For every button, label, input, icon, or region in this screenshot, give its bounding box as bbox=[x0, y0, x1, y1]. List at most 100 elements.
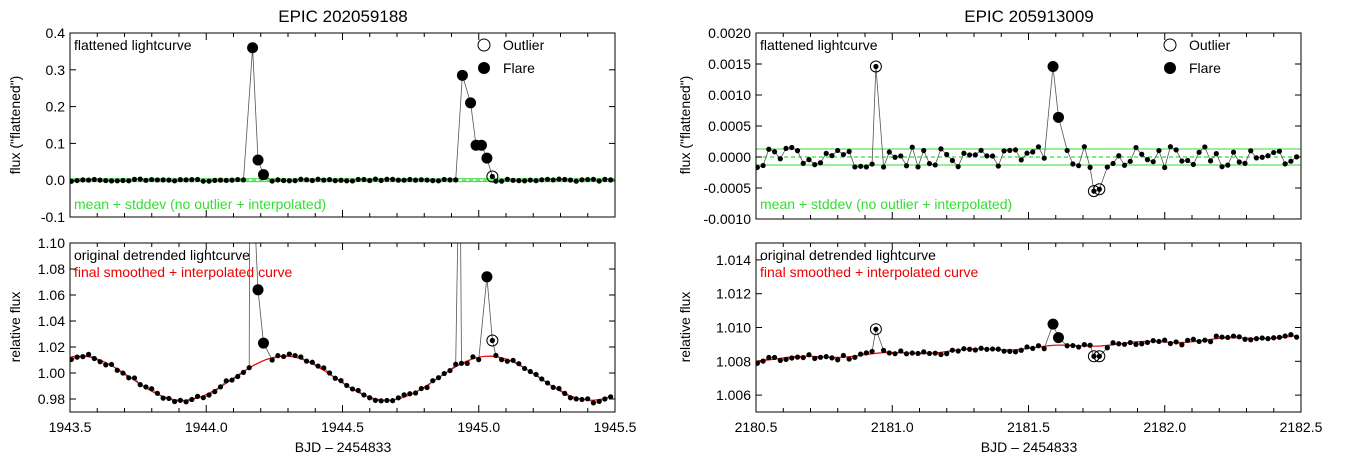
data-point bbox=[103, 177, 109, 184]
data-point bbox=[1139, 341, 1145, 347]
data-point bbox=[149, 176, 155, 183]
data-point bbox=[1179, 158, 1185, 164]
data-point bbox=[521, 365, 528, 372]
data-point bbox=[1104, 164, 1110, 170]
detrended-lightcurve-line bbox=[757, 322, 1297, 364]
plot-area-left-top: -0.1 0.0 0.1 0.2 0.3 0.4 bbox=[41, 25, 616, 225]
flare-point bbox=[1047, 60, 1059, 72]
data-point bbox=[476, 357, 482, 363]
data-point bbox=[418, 385, 424, 392]
data-point bbox=[1150, 338, 1156, 344]
data-point bbox=[97, 359, 103, 365]
outlier-point-dot bbox=[489, 173, 495, 180]
data-point bbox=[418, 177, 424, 183]
flare-point bbox=[481, 271, 493, 283]
data-point bbox=[590, 400, 597, 406]
data-point bbox=[1121, 162, 1128, 168]
y-tick-label: 0.0020 bbox=[708, 25, 751, 41]
data-point bbox=[499, 178, 505, 184]
data-point bbox=[1133, 144, 1139, 151]
data-point bbox=[315, 176, 321, 182]
data-point bbox=[458, 360, 465, 366]
data-point bbox=[579, 396, 585, 403]
data-point bbox=[1225, 334, 1231, 341]
legend-flare-label-right: Flare bbox=[1189, 60, 1221, 76]
data-point bbox=[1242, 336, 1248, 342]
panel-label-smoothed-left: final smoothed + interpolated curve bbox=[74, 264, 293, 280]
y-tick-label: 1.012 bbox=[716, 286, 751, 302]
data-point bbox=[344, 178, 350, 184]
y-tick-label: 0.0010 bbox=[708, 87, 751, 103]
x-axis-label-left: BJD – 2454833 bbox=[295, 439, 392, 455]
data-point bbox=[823, 354, 829, 360]
data-point bbox=[550, 177, 556, 183]
legend-right: Outlier Flare bbox=[1163, 37, 1231, 76]
data-point bbox=[806, 157, 812, 163]
data-point bbox=[80, 177, 86, 183]
flare-point bbox=[252, 284, 264, 296]
y-axis-label-right-top: flux ("flattened") bbox=[677, 76, 693, 175]
data-point bbox=[1219, 164, 1225, 170]
data-point bbox=[493, 352, 499, 359]
data-point bbox=[984, 153, 990, 159]
panel-right-bottom: 1.006 1.008 1.010 1.012 1.014 2180.5 2181.0 218… bbox=[677, 242, 1323, 455]
data-point bbox=[200, 178, 206, 184]
data-point bbox=[194, 176, 201, 183]
data-point bbox=[401, 177, 407, 183]
data-point bbox=[944, 151, 950, 158]
x-tick-label: 1944.5 bbox=[321, 419, 364, 435]
data-point bbox=[817, 160, 824, 166]
data-point bbox=[453, 361, 459, 367]
data-point bbox=[74, 177, 80, 184]
data-point bbox=[424, 177, 430, 183]
data-point bbox=[955, 348, 961, 354]
data-point bbox=[424, 384, 430, 391]
data-point bbox=[470, 354, 476, 360]
data-point bbox=[378, 177, 384, 183]
y-tick-label: 1.10 bbox=[38, 235, 65, 251]
data-point bbox=[800, 354, 806, 361]
data-point bbox=[812, 355, 818, 362]
data-point bbox=[384, 176, 390, 182]
data-point bbox=[892, 154, 898, 160]
data-point bbox=[1007, 147, 1013, 153]
x-tick-label: 2181.0 bbox=[871, 419, 914, 435]
data-point bbox=[177, 397, 183, 403]
data-point bbox=[961, 150, 967, 156]
data-point bbox=[1150, 159, 1156, 165]
y-tick-label: -0.1 bbox=[41, 209, 65, 225]
data-point bbox=[944, 351, 950, 357]
data-point bbox=[921, 147, 927, 154]
data-point bbox=[435, 375, 442, 381]
data-point bbox=[74, 354, 80, 360]
outlier-point-ring bbox=[869, 323, 882, 336]
data-point bbox=[1116, 153, 1122, 159]
data-point bbox=[510, 357, 516, 363]
data-point bbox=[1265, 153, 1271, 159]
x-tick-label: 1944.0 bbox=[185, 419, 228, 435]
data-point bbox=[281, 353, 287, 360]
data-point bbox=[1064, 147, 1070, 154]
data-point bbox=[1271, 335, 1277, 341]
y-tick-label: 0.4 bbox=[46, 25, 66, 41]
data-point bbox=[154, 390, 161, 396]
y-tick-label: -0.0010 bbox=[704, 211, 752, 227]
data-point bbox=[504, 176, 510, 182]
data-point bbox=[1236, 334, 1242, 340]
data-point bbox=[1018, 347, 1024, 353]
data-point bbox=[194, 393, 201, 399]
data-point bbox=[1007, 348, 1013, 354]
data-point bbox=[527, 368, 533, 375]
data-point bbox=[915, 164, 921, 170]
data-point bbox=[229, 177, 235, 183]
data-point bbox=[1087, 342, 1093, 348]
data-point bbox=[246, 365, 252, 371]
data-point bbox=[1156, 147, 1162, 154]
data-point bbox=[91, 176, 97, 183]
data-point bbox=[521, 178, 528, 184]
data-point bbox=[298, 354, 304, 360]
y-axis-label-left-bottom: relative flux bbox=[7, 292, 23, 363]
data-point bbox=[1167, 340, 1174, 347]
data-point bbox=[898, 348, 904, 354]
data-point bbox=[573, 396, 579, 402]
